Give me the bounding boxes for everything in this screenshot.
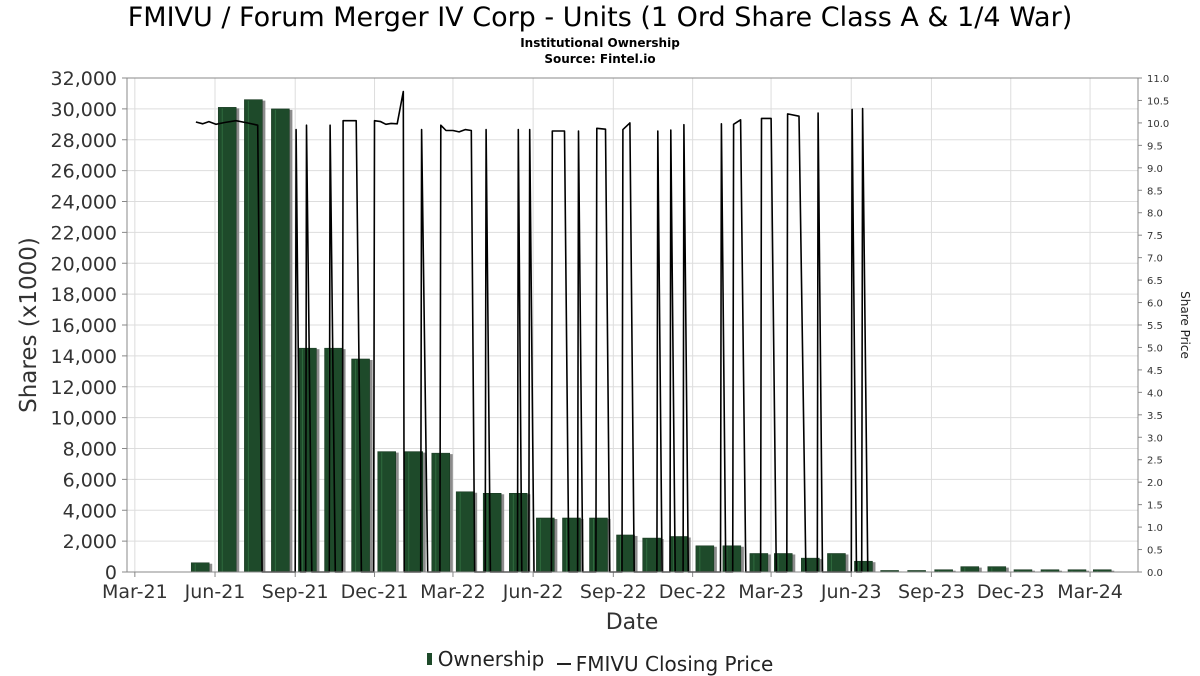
x-tick-label: Mar-24	[1057, 581, 1123, 603]
ownership-bar	[642, 537, 661, 573]
x-tick-label: Jun-23	[820, 581, 882, 603]
y2-tick-label: 7.0	[1147, 254, 1163, 265]
y-tick-label: 24,000	[51, 192, 117, 214]
price-legend-swatch	[556, 663, 571, 665]
y2-tick-label: 1.5	[1147, 501, 1163, 512]
y-tick-label: 28,000	[51, 130, 117, 152]
ownership-bar	[455, 491, 475, 573]
ownership-legend-swatch	[426, 653, 432, 665]
legend-item-closing-price[interactable]: FMIVU Closing Price	[556, 652, 774, 676]
y-tick-label: 12,000	[51, 377, 117, 399]
ownership-bar	[695, 545, 715, 573]
x-tick-label: Dec-23	[977, 581, 1045, 603]
x-tick-label: Jun-22	[502, 581, 564, 603]
ownership-bar	[669, 536, 688, 573]
ownership-bar	[217, 107, 237, 573]
y2-tick-label: 6.0	[1147, 299, 1163, 310]
ownership-bar	[271, 108, 290, 573]
y2-tick-label: 0.5	[1147, 546, 1163, 557]
legend-item-ownership[interactable]: Ownership	[426, 647, 545, 671]
y-tick-label: 16,000	[51, 315, 117, 337]
y2-tick-label: 1.0	[1147, 523, 1163, 534]
y2-tick-label: 4.0	[1147, 388, 1163, 399]
ownership-bar	[987, 566, 1007, 573]
x-tick-label: Sep-23	[898, 581, 965, 603]
y2-tick-label: 5.0	[1147, 343, 1163, 354]
y2-tick-label: 2.0	[1147, 478, 1163, 489]
y-tick-label: 32,000	[51, 68, 117, 90]
y2-tick-label: 4.5	[1147, 366, 1163, 377]
y2-tick-label: 5.5	[1147, 321, 1163, 332]
x-tick-label: Jun-21	[184, 581, 246, 603]
y2-axis-title: Share Price	[1178, 291, 1192, 359]
chart-subtitle-ownership: Institutional Ownership	[520, 36, 680, 50]
x-tick-label: Mar-22	[420, 581, 486, 603]
y-tick-label: 20,000	[51, 253, 117, 275]
x-tick-label: Sep-22	[580, 581, 647, 603]
y2-tick-label: 7.5	[1147, 231, 1163, 242]
y2-tick-label: 6.5	[1147, 276, 1163, 287]
y2-tick-label: 2.5	[1147, 456, 1163, 467]
y2-tick-label: 10.5	[1147, 96, 1169, 107]
y2-tick-label: 10.0	[1147, 119, 1169, 130]
y-tick-label: 2,000	[63, 531, 117, 553]
x-tick-label: Dec-22	[659, 581, 727, 603]
y-tick-label: 10,000	[51, 408, 117, 430]
ownership-bar	[589, 517, 608, 573]
y2-tick-label: 3.5	[1147, 411, 1163, 422]
y-tick-label: 30,000	[51, 99, 117, 121]
legend-label-ownership: Ownership	[437, 647, 545, 671]
y-tick-label: 26,000	[51, 161, 117, 183]
chart-title: FMIVU / Forum Merger IV Corp - Units (1 …	[127, 2, 1073, 33]
ownership-bar	[377, 451, 396, 573]
x-tick-label: Mar-23	[738, 581, 804, 603]
y-tick-label: 22,000	[51, 222, 117, 244]
ownership-bar	[190, 562, 210, 573]
y2-tick-label: 9.0	[1147, 164, 1163, 175]
y2-tick-label: 8.5	[1147, 186, 1163, 197]
x-tick-label: Mar-21	[102, 581, 168, 603]
y-tick-label: 4,000	[63, 500, 117, 522]
x-axis-title: Date	[606, 610, 659, 635]
y-tick-label: 8,000	[63, 439, 117, 461]
ownership-bar	[616, 534, 635, 573]
ownership-bar	[298, 347, 317, 573]
y-axis-title: Shares (x1000)	[16, 237, 42, 413]
y-tick-label: 6,000	[63, 469, 117, 491]
y2-tick-label: 0.0	[1147, 568, 1163, 579]
y2-tick-label: 11.0	[1147, 74, 1169, 85]
chart-subtitle-source: Source: Fintel.io	[544, 52, 656, 66]
x-tick-label: Dec-21	[341, 581, 409, 603]
ownership-bar	[827, 553, 846, 573]
chart-legend: Ownership FMIVU Closing Price	[0, 646, 1200, 676]
y2-tick-label: 3.0	[1147, 433, 1163, 444]
y-tick-label: 0	[105, 562, 117, 584]
y2-tick-label: 9.5	[1147, 141, 1163, 152]
ownership-bar	[960, 566, 980, 573]
plot-frame	[126, 77, 1139, 573]
ownership-bar	[749, 553, 769, 573]
legend-label-closing-price: FMIVU Closing Price	[575, 652, 774, 676]
y-tick-label: 14,000	[51, 346, 117, 368]
y2-tick-label: 8.0	[1147, 209, 1163, 220]
y-tick-label: 18,000	[51, 284, 117, 306]
x-tick-label: Sep-21	[262, 581, 329, 603]
